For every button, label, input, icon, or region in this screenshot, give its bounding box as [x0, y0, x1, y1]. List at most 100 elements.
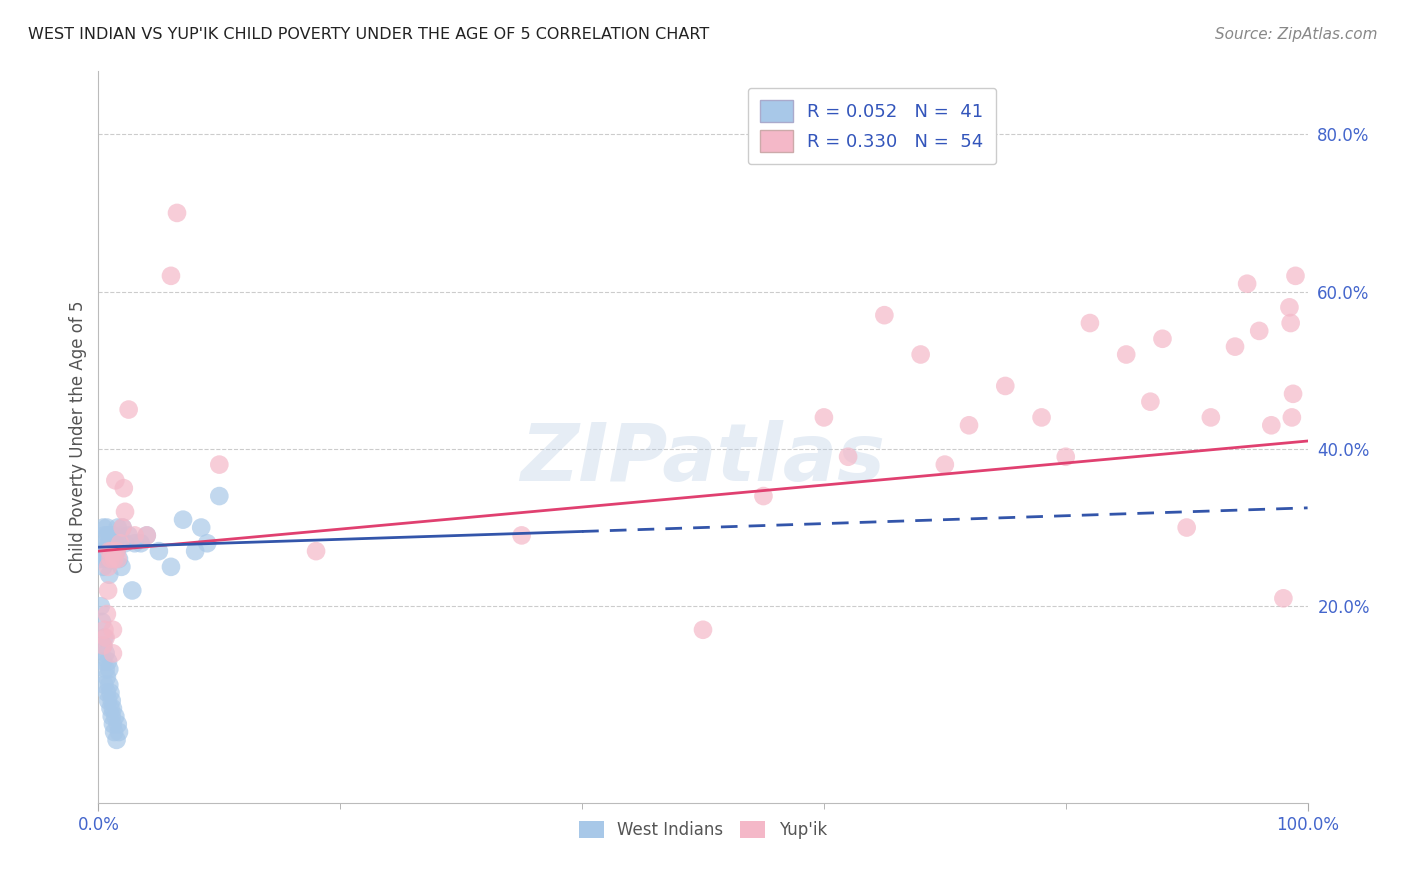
Point	[1282, 387, 1305, 401]
Point	[96, 544, 118, 558]
Point	[98, 662, 121, 676]
Point	[1236, 277, 1258, 291]
Point	[105, 544, 128, 558]
Point	[934, 458, 956, 472]
Point	[101, 717, 124, 731]
Point	[96, 686, 118, 700]
Point	[1281, 410, 1303, 425]
Point	[96, 520, 118, 534]
Point	[873, 308, 896, 322]
Point	[104, 473, 127, 487]
Point	[208, 489, 231, 503]
Point	[100, 528, 122, 542]
Point	[97, 559, 120, 574]
Point	[1249, 324, 1271, 338]
Point	[98, 536, 121, 550]
Point	[94, 631, 117, 645]
Legend: West Indians, Yup'ik: West Indians, Yup'ik	[572, 814, 834, 846]
Point	[100, 693, 122, 707]
Point	[837, 450, 859, 464]
Point	[135, 528, 157, 542]
Point	[100, 552, 122, 566]
Point	[98, 567, 121, 582]
Point	[1223, 340, 1246, 354]
Point	[148, 544, 170, 558]
Point	[208, 458, 231, 472]
Point	[118, 528, 141, 542]
Point	[160, 268, 183, 283]
Point	[104, 536, 127, 550]
Point	[1278, 301, 1301, 315]
Point	[97, 583, 120, 598]
Point	[97, 552, 120, 566]
Point	[104, 709, 127, 723]
Point	[100, 552, 122, 566]
Point	[101, 701, 124, 715]
Point	[1139, 394, 1161, 409]
Point	[129, 536, 152, 550]
Point	[94, 552, 117, 566]
Point	[101, 646, 124, 660]
Point	[510, 528, 533, 542]
Point	[108, 725, 131, 739]
Point	[93, 623, 115, 637]
Point	[184, 544, 207, 558]
Point	[93, 544, 115, 558]
Text: WEST INDIAN VS YUP'IK CHILD POVERTY UNDER THE AGE OF 5 CORRELATION CHART: WEST INDIAN VS YUP'IK CHILD POVERTY UNDE…	[28, 27, 710, 42]
Point	[90, 544, 112, 558]
Y-axis label: Child Poverty Under the Age of 5: Child Poverty Under the Age of 5	[69, 301, 87, 574]
Point	[98, 544, 121, 558]
Point	[1272, 591, 1295, 606]
Point	[118, 402, 141, 417]
Point	[103, 725, 125, 739]
Point	[305, 544, 328, 558]
Point	[1284, 268, 1306, 283]
Point	[1152, 332, 1174, 346]
Point	[1054, 450, 1077, 464]
Point	[93, 631, 115, 645]
Point	[90, 599, 112, 614]
Point	[1078, 316, 1101, 330]
Point	[94, 662, 117, 676]
Point	[111, 520, 134, 534]
Point	[101, 544, 124, 558]
Point	[107, 520, 129, 534]
Point	[103, 536, 125, 550]
Point	[105, 544, 128, 558]
Point	[112, 481, 135, 495]
Point	[107, 552, 129, 566]
Point	[91, 520, 114, 534]
Point	[110, 559, 132, 574]
Point	[910, 347, 932, 361]
Point	[100, 544, 122, 558]
Point	[1175, 520, 1198, 534]
Point	[121, 583, 143, 598]
Point	[103, 552, 125, 566]
Point	[172, 513, 194, 527]
Point	[101, 623, 124, 637]
Point	[100, 686, 122, 700]
Text: Source: ZipAtlas.com: Source: ZipAtlas.com	[1215, 27, 1378, 42]
Point	[101, 528, 124, 542]
Point	[994, 379, 1017, 393]
Point	[91, 552, 114, 566]
Point	[1199, 410, 1222, 425]
Point	[97, 654, 120, 668]
Point	[108, 536, 131, 550]
Point	[135, 528, 157, 542]
Point	[94, 646, 117, 660]
Point	[93, 678, 115, 692]
Point	[114, 505, 136, 519]
Point	[160, 559, 183, 574]
Point	[100, 701, 122, 715]
Point	[190, 520, 212, 534]
Point	[98, 678, 121, 692]
Point	[96, 670, 118, 684]
Point	[91, 615, 114, 629]
Point	[97, 528, 120, 542]
Point	[93, 528, 115, 542]
Point	[1260, 418, 1282, 433]
Point	[91, 654, 114, 668]
Point	[166, 206, 188, 220]
Point	[124, 536, 146, 550]
